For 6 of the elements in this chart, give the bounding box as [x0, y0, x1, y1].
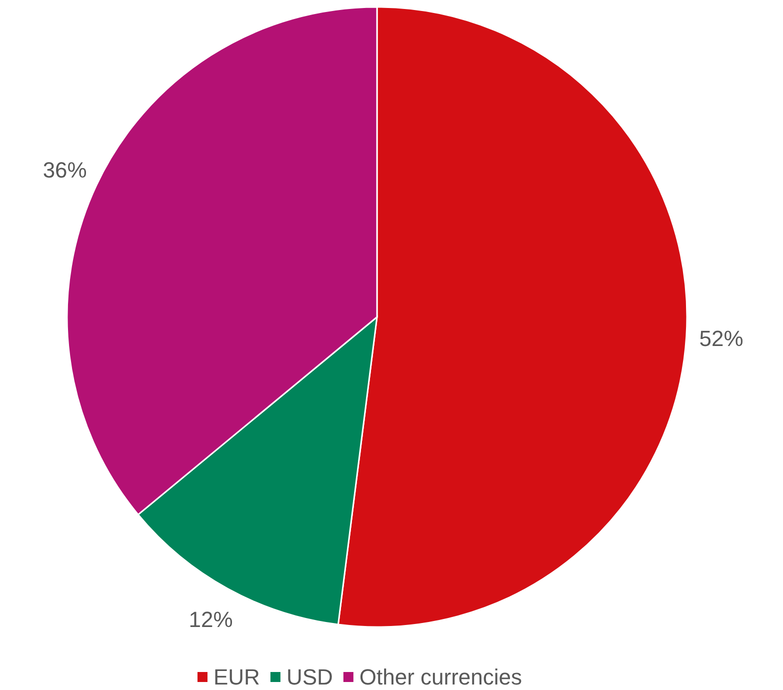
data-label: 12%: [188, 606, 233, 632]
data-label: 52%: [699, 326, 744, 352]
legend-label: USD: [286, 664, 333, 690]
data-label: 36%: [42, 158, 87, 183]
legend-label: EUR: [213, 664, 260, 690]
legend-label: Other currencies: [359, 664, 522, 690]
